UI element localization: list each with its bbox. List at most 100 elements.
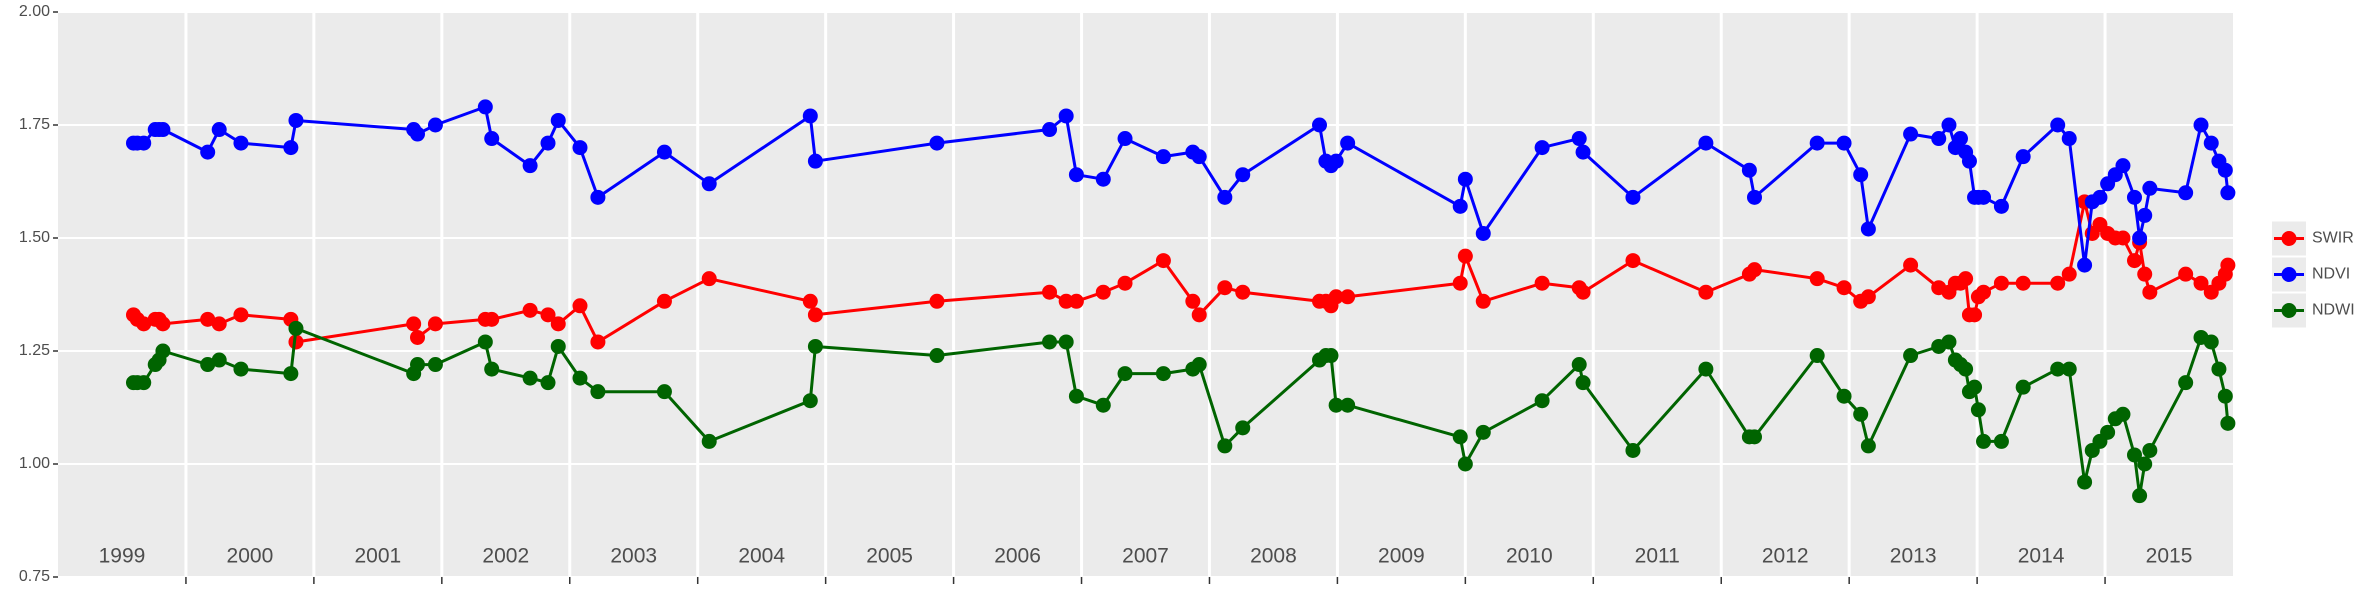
year-label: 2002 <box>482 545 529 568</box>
data-point <box>1457 248 1473 264</box>
legend-label: NDWI <box>2312 302 2355 319</box>
data-point <box>233 307 249 323</box>
data-point <box>211 352 227 368</box>
data-point <box>1961 153 1977 169</box>
year-label: 2007 <box>1122 545 1169 568</box>
data-point <box>656 293 672 309</box>
data-point <box>2061 131 2077 147</box>
data-point <box>929 293 945 309</box>
data-point <box>2203 334 2219 350</box>
data-point <box>807 338 823 354</box>
data-point <box>1836 135 1852 151</box>
data-point <box>802 293 818 309</box>
data-point <box>1068 293 1084 309</box>
year-label: 2012 <box>1762 545 1809 568</box>
data-point <box>1958 361 1974 377</box>
year-label: 2015 <box>2146 545 2193 568</box>
data-point <box>1452 275 1468 291</box>
data-point <box>1534 140 1550 156</box>
data-point <box>2050 117 2066 133</box>
data-point <box>2132 488 2148 504</box>
legend-label: SWIR <box>2312 230 2354 247</box>
data-point <box>2178 266 2194 282</box>
data-point <box>410 329 426 345</box>
data-point <box>484 131 500 147</box>
data-point <box>1323 348 1339 364</box>
data-point <box>1698 361 1714 377</box>
year-label: 1999 <box>99 545 146 568</box>
year-label: 2009 <box>1378 545 1425 568</box>
data-point <box>2137 266 2153 282</box>
data-point <box>1976 284 1992 300</box>
data-point <box>1042 284 1058 300</box>
data-point <box>1534 393 1550 409</box>
data-point <box>233 135 249 151</box>
data-point <box>1903 257 1919 273</box>
data-point <box>1058 334 1074 350</box>
data-point <box>2193 117 2209 133</box>
data-point <box>136 316 152 332</box>
legend-label: NDVI <box>2312 266 2350 283</box>
data-point <box>2211 361 2227 377</box>
data-point <box>802 393 818 409</box>
data-point <box>1698 135 1714 151</box>
data-point <box>1328 289 1344 305</box>
legend-marker <box>2281 303 2297 318</box>
data-point <box>1853 167 1869 183</box>
data-point <box>1860 289 1876 305</box>
data-point <box>807 307 823 323</box>
data-point <box>550 316 566 332</box>
data-point <box>288 320 304 336</box>
data-point <box>1095 397 1111 413</box>
data-point <box>1457 456 1473 472</box>
year-label: 2008 <box>1250 545 1297 568</box>
data-point <box>1042 122 1058 138</box>
data-point <box>427 316 443 332</box>
data-point <box>406 316 422 332</box>
data-point <box>2015 275 2031 291</box>
data-point <box>233 361 249 377</box>
data-point <box>2193 275 2209 291</box>
legend-marker <box>2281 231 2297 246</box>
data-point <box>1475 225 1491 241</box>
data-point <box>1328 153 1344 169</box>
data-point <box>2126 447 2142 463</box>
y-tick-label: 0.75 <box>19 568 50 585</box>
data-point <box>484 361 500 377</box>
data-point <box>2142 180 2158 196</box>
data-point <box>2015 379 2031 395</box>
data-point <box>1931 131 1947 147</box>
data-point <box>1117 131 1133 147</box>
data-point <box>572 140 588 156</box>
data-point <box>522 370 538 386</box>
data-point <box>2220 257 2236 273</box>
data-point <box>136 375 152 391</box>
data-point <box>1836 280 1852 296</box>
data-point <box>1741 162 1757 178</box>
data-point <box>1575 284 1591 300</box>
data-point <box>1042 334 1058 350</box>
data-point <box>1903 348 1919 364</box>
data-point <box>2115 406 2131 422</box>
data-point <box>1185 293 1201 309</box>
data-point <box>656 144 672 160</box>
data-point <box>2132 230 2148 246</box>
y-tick-label: 2.00 <box>19 3 50 20</box>
data-point <box>283 140 299 156</box>
year-label: 2006 <box>994 545 1041 568</box>
data-point <box>211 316 227 332</box>
data-point <box>1993 433 2009 449</box>
data-point <box>155 122 171 138</box>
data-point <box>136 135 152 151</box>
data-point <box>2203 135 2219 151</box>
data-point <box>1970 402 1986 418</box>
data-point <box>410 357 426 373</box>
data-point <box>1457 171 1473 187</box>
data-point <box>802 108 818 124</box>
data-point <box>550 112 566 128</box>
data-point <box>1952 131 1968 147</box>
y-tick-label: 1.00 <box>19 455 50 472</box>
data-point <box>1475 293 1491 309</box>
year-label: 2000 <box>227 545 274 568</box>
